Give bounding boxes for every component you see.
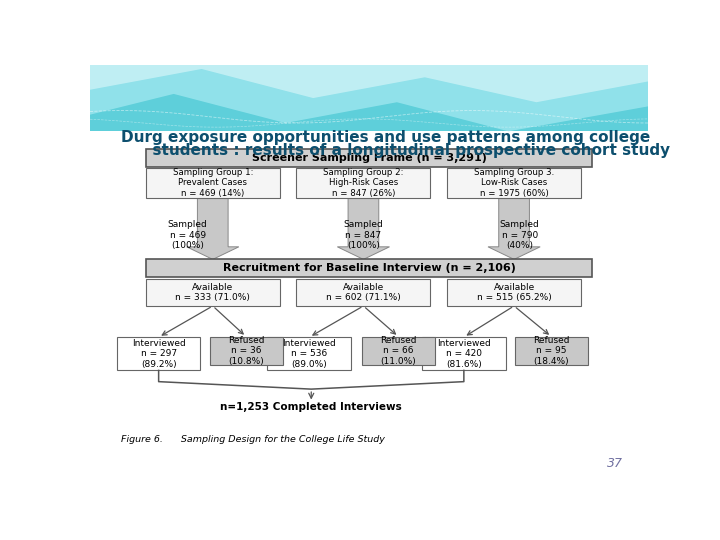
FancyBboxPatch shape [267,337,351,370]
FancyBboxPatch shape [210,337,282,365]
Polygon shape [338,198,390,259]
FancyBboxPatch shape [422,337,505,370]
Text: Refused
n = 36
(10.8%): Refused n = 36 (10.8%) [228,336,264,366]
FancyBboxPatch shape [117,337,200,370]
FancyBboxPatch shape [145,279,279,306]
Text: n=1,253 Completed Interviews: n=1,253 Completed Interviews [220,402,402,413]
Text: Sampled
n = 847
(100%): Sampled n = 847 (100%) [343,220,383,250]
FancyBboxPatch shape [297,168,431,198]
Text: Recruitment for Baseline Interview (n = 2,106): Recruitment for Baseline Interview (n = … [222,263,516,273]
Text: Sampling Group 2:
High-Risk Cases
n = 847 (26%): Sampling Group 2: High-Risk Cases n = 84… [323,168,404,198]
FancyBboxPatch shape [447,279,581,306]
FancyBboxPatch shape [145,168,279,198]
Text: Screener Sampling Frame (n = 3,291): Screener Sampling Frame (n = 3,291) [251,153,487,163]
Text: Figure 6.      Sampling Design for the College Life Study: Figure 6. Sampling Design for the Colleg… [121,435,384,443]
Text: Durg exposure opportunities and use patterns among college: Durg exposure opportunities and use patt… [121,130,650,145]
Text: Refused
n = 66
(11.0%): Refused n = 66 (11.0%) [380,336,417,366]
Text: Available
n = 602 (71.1%): Available n = 602 (71.1%) [326,283,401,302]
Text: 37: 37 [607,457,623,470]
Text: Interviewed
n = 536
(89.0%): Interviewed n = 536 (89.0%) [282,339,336,369]
Text: Sampling Group 3.
Low-Risk Cases
n = 1975 (60%): Sampling Group 3. Low-Risk Cases n = 197… [474,168,554,198]
Text: Sampling Group 1:
Prevalent Cases
n = 469 (14%): Sampling Group 1: Prevalent Cases n = 46… [173,168,253,198]
Polygon shape [186,198,239,259]
Polygon shape [90,65,648,102]
Text: students : results of a longitudinal prospective cohort study: students : results of a longitudinal pro… [121,144,670,158]
FancyBboxPatch shape [145,259,593,277]
Text: Refused
n = 95
(18.4%): Refused n = 95 (18.4%) [534,336,570,366]
Text: Sampled
n = 469
(100%): Sampled n = 469 (100%) [168,220,207,250]
FancyBboxPatch shape [297,279,431,306]
Text: Interviewed
n = 420
(81.6%): Interviewed n = 420 (81.6%) [437,339,491,369]
FancyBboxPatch shape [516,337,588,365]
Polygon shape [488,198,540,259]
Polygon shape [90,65,648,131]
FancyBboxPatch shape [145,149,593,167]
FancyBboxPatch shape [90,131,648,481]
Text: Available
n = 333 (71.0%): Available n = 333 (71.0%) [176,283,250,302]
FancyBboxPatch shape [447,168,581,198]
Text: Available
n = 515 (65.2%): Available n = 515 (65.2%) [477,283,552,302]
FancyBboxPatch shape [90,65,648,140]
Text: Sampled
n = 790
(40%): Sampled n = 790 (40%) [500,220,539,250]
Text: Interviewed
n = 297
(89.2%): Interviewed n = 297 (89.2%) [132,339,186,369]
FancyBboxPatch shape [362,337,435,365]
